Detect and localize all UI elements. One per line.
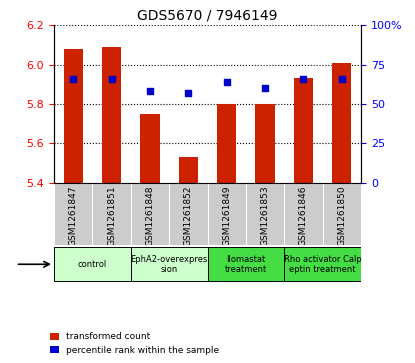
Bar: [208, 247, 284, 281]
Bar: [256, 104, 275, 183]
Bar: [102, 47, 121, 183]
Text: control: control: [78, 260, 107, 269]
Bar: [179, 157, 198, 183]
Legend: transformed count, percentile rank within the sample: transformed count, percentile rank withi…: [46, 329, 222, 359]
Point: [108, 76, 115, 82]
Bar: [63, 49, 83, 183]
Text: GSM1261848: GSM1261848: [145, 186, 154, 246]
Point: [223, 79, 230, 85]
Bar: [140, 114, 159, 183]
Title: GDS5670 / 7946149: GDS5670 / 7946149: [137, 9, 278, 23]
Text: GSM1261852: GSM1261852: [184, 186, 193, 246]
Bar: [54, 247, 131, 281]
Bar: [332, 63, 352, 183]
Text: Rho activator Calp
eptin treatment: Rho activator Calp eptin treatment: [284, 254, 361, 274]
Bar: [294, 78, 313, 183]
Point: [70, 76, 76, 82]
Text: EphA2-overexpres
sion: EphA2-overexpres sion: [130, 254, 208, 274]
Bar: [131, 247, 208, 281]
Text: GSM1261853: GSM1261853: [261, 186, 270, 246]
Point: [262, 85, 269, 91]
Bar: [217, 104, 236, 183]
Text: GSM1261847: GSM1261847: [68, 186, 78, 246]
Point: [185, 90, 192, 96]
Text: GSM1261850: GSM1261850: [337, 186, 347, 246]
Point: [339, 76, 345, 82]
Text: GSM1261849: GSM1261849: [222, 186, 231, 246]
Point: [146, 89, 153, 94]
Text: GSM1261851: GSM1261851: [107, 186, 116, 246]
Text: GSM1261846: GSM1261846: [299, 186, 308, 246]
Point: [300, 76, 307, 82]
Text: Ilomastat
treatment: Ilomastat treatment: [225, 254, 267, 274]
Bar: [284, 247, 361, 281]
